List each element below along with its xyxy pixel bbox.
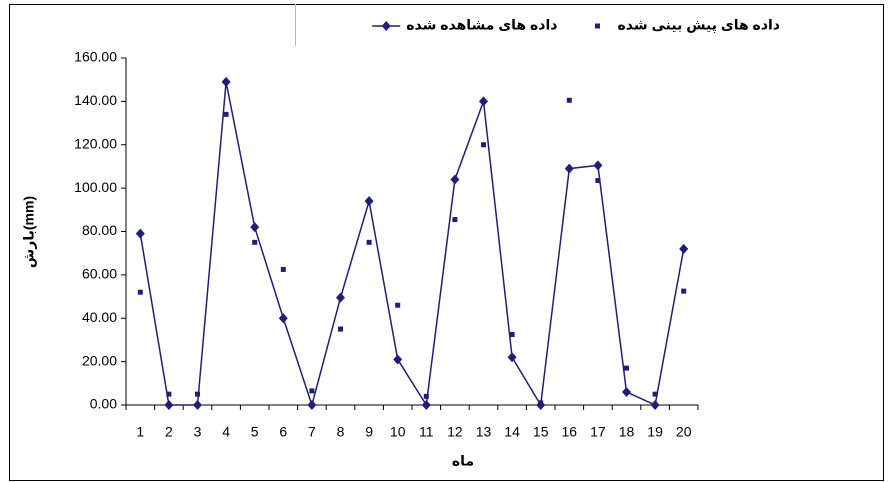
x-tick-label: 10 bbox=[390, 424, 406, 440]
legend-label: داده های پیش بینی شده bbox=[617, 17, 780, 34]
y-tick-label: 60.00 bbox=[82, 266, 117, 282]
x-tick-label: 3 bbox=[194, 424, 202, 440]
x-tick-label: 11 bbox=[419, 424, 434, 440]
x-tick-label: 13 bbox=[476, 424, 492, 440]
x-tick-label: 20 bbox=[676, 424, 692, 440]
x-tick-label: 14 bbox=[504, 424, 520, 440]
x-tick-label: 2 bbox=[165, 424, 173, 440]
data-point bbox=[195, 391, 200, 397]
data-point bbox=[624, 365, 629, 371]
data-point bbox=[564, 163, 574, 174]
data-point bbox=[366, 239, 372, 245]
data-point bbox=[309, 388, 315, 394]
data-point bbox=[509, 332, 515, 338]
legend-marker bbox=[381, 21, 391, 31]
data-point bbox=[338, 326, 343, 332]
data-point bbox=[452, 217, 458, 223]
y-tick-label: 20.00 bbox=[82, 352, 117, 368]
y-tick-label: 80.00 bbox=[82, 222, 117, 238]
x-tick-label: 16 bbox=[562, 424, 578, 440]
y-tick-label: 120.00 bbox=[74, 135, 117, 151]
data-point bbox=[307, 400, 317, 410]
data-point bbox=[393, 354, 403, 365]
data-point bbox=[481, 142, 486, 148]
data-point bbox=[137, 289, 143, 295]
x-tick-label: 9 bbox=[365, 424, 373, 440]
data-point bbox=[507, 352, 517, 363]
x-tick-label: 5 bbox=[251, 424, 259, 440]
y-tick-label: 160.00 bbox=[74, 49, 117, 65]
data-point bbox=[364, 196, 374, 207]
data-point bbox=[223, 111, 229, 117]
data-point bbox=[166, 391, 172, 397]
data-point bbox=[595, 178, 601, 184]
y-tick-label: 100.00 bbox=[74, 179, 117, 195]
data-point bbox=[652, 391, 658, 397]
data-point bbox=[221, 76, 231, 87]
data-point bbox=[252, 239, 258, 245]
x-tick-label: 17 bbox=[590, 424, 606, 440]
data-point bbox=[193, 400, 202, 410]
data-point bbox=[681, 288, 687, 294]
data-point bbox=[421, 400, 431, 410]
data-point bbox=[479, 96, 488, 107]
x-tick-label: 6 bbox=[279, 424, 287, 440]
data-point bbox=[250, 222, 260, 233]
data-point bbox=[336, 292, 345, 303]
data-point bbox=[566, 97, 572, 103]
data-point bbox=[164, 400, 174, 410]
data-point bbox=[278, 313, 288, 324]
data-point bbox=[423, 393, 429, 399]
legend-label: داده های مشاهده شده bbox=[406, 17, 557, 33]
data-point bbox=[650, 400, 660, 410]
x-tick-label: 1 bbox=[136, 424, 144, 440]
data-point bbox=[622, 386, 631, 397]
data-point bbox=[395, 302, 401, 308]
x-tick-label: 15 bbox=[533, 424, 549, 440]
data-point bbox=[593, 160, 603, 171]
y-tick-label: 40.00 bbox=[82, 309, 117, 325]
x-tick-label: 7 bbox=[308, 424, 316, 440]
x-tick-label: 19 bbox=[647, 424, 663, 440]
series-line bbox=[139, 81, 685, 408]
x-axis-title: ماه bbox=[452, 453, 474, 469]
x-tick-label: 8 bbox=[337, 424, 345, 440]
data-point bbox=[538, 400, 544, 406]
y-tick-label: 140.00 bbox=[74, 92, 117, 108]
x-tick-label: 12 bbox=[447, 424, 463, 440]
data-point bbox=[135, 228, 145, 239]
data-point bbox=[280, 266, 286, 272]
y-tick-label: 0.00 bbox=[90, 396, 117, 412]
data-point bbox=[679, 243, 689, 254]
y-axis-title: بارش(mm) bbox=[21, 196, 37, 268]
data-point bbox=[450, 174, 460, 185]
legend-marker bbox=[594, 23, 600, 29]
x-tick-label: 18 bbox=[619, 424, 635, 440]
chart-frame bbox=[9, 4, 884, 481]
x-tick-label: 4 bbox=[222, 424, 230, 440]
